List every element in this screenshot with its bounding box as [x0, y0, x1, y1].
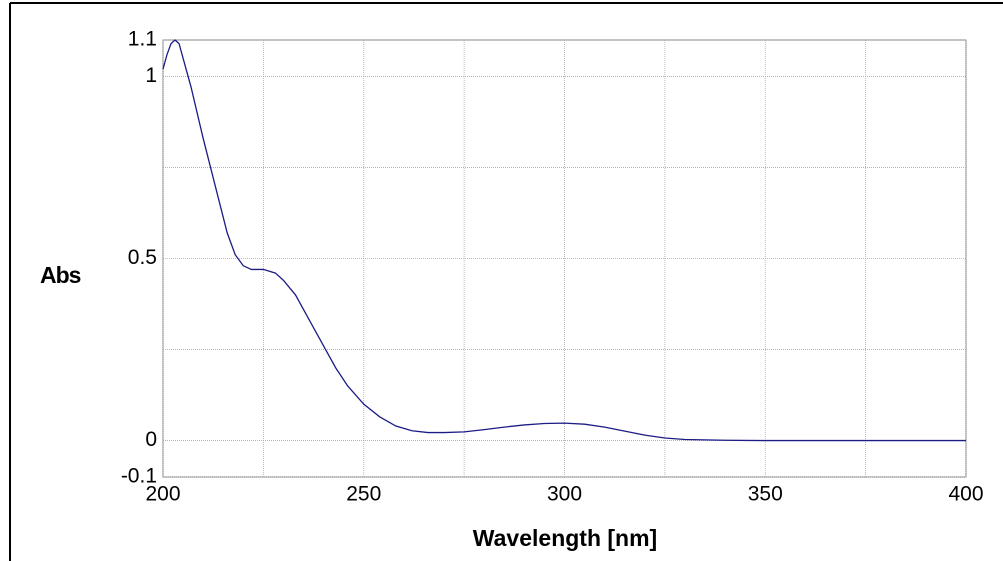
y-axis-label: Abs — [40, 262, 81, 288]
y-tick-label: 0 — [145, 428, 157, 451]
x-tick-label: 400 — [948, 483, 983, 506]
x-tick-label: 300 — [547, 483, 582, 506]
x-tick-label: 250 — [346, 483, 381, 506]
x-axis-label: Wavelength [nm] — [473, 525, 657, 551]
y-tick-label: 1.1 — [128, 28, 157, 51]
y-tick-label: 1 — [145, 64, 157, 87]
x-tick-label: 200 — [145, 483, 180, 506]
y-tick-label: 0.5 — [128, 246, 157, 269]
x-tick-label: 350 — [748, 483, 783, 506]
chart: Abs Wavelength [nm] -0.100.511.120025030… — [0, 0, 1003, 561]
